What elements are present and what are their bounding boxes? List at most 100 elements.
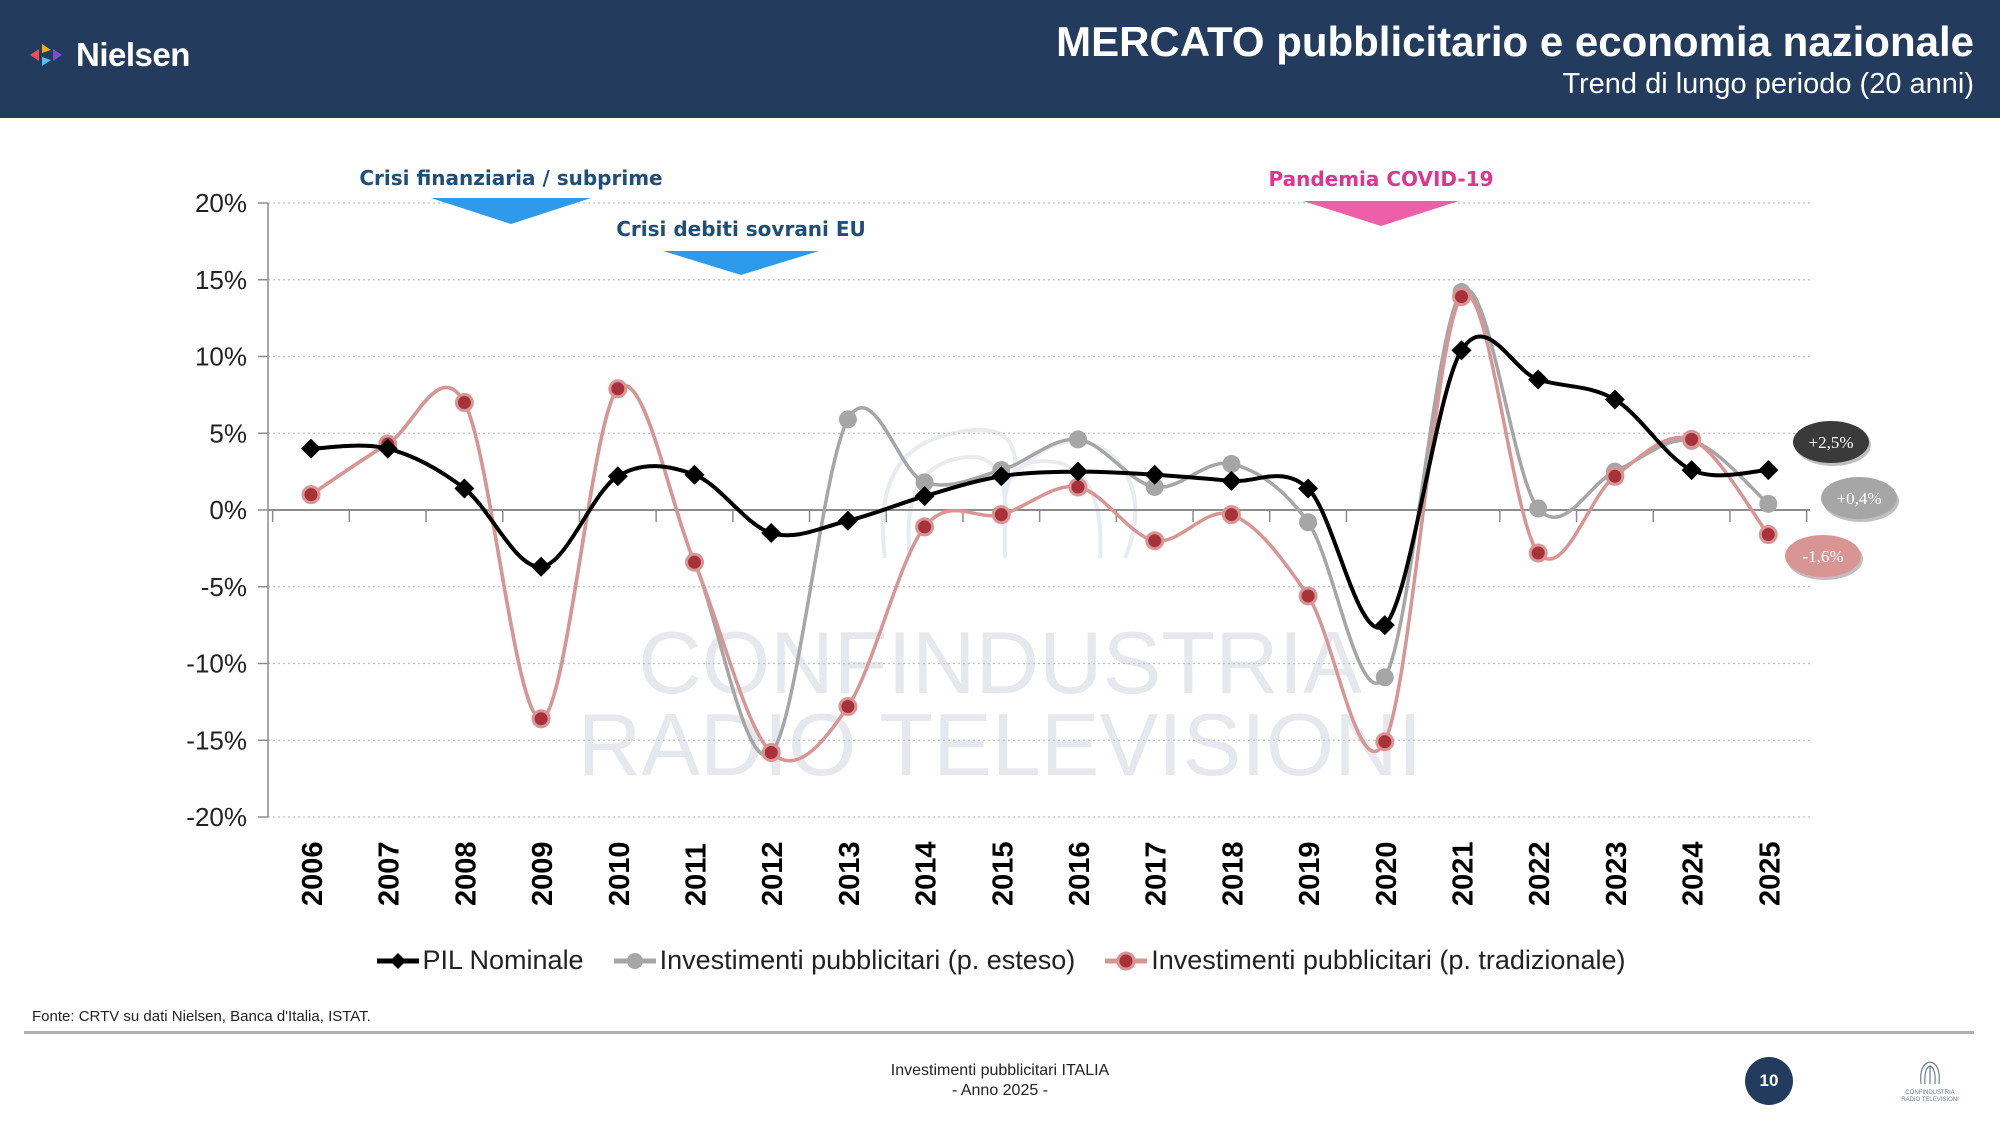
data-point-pil [301, 438, 321, 459]
y-tick-label: -10% [186, 649, 247, 679]
series-line-pil [310, 334, 1769, 630]
data-point-pil [914, 486, 935, 507]
x-tick-label: 2020 [1371, 841, 1403, 906]
data-point-pil [377, 438, 398, 459]
confindustria-logo-icon: CONFINDUSTRIA RADIO TELEVISIONI [1901, 1061, 1959, 1103]
y-tick-label: -20% [186, 802, 247, 832]
data-point-esteso [1529, 499, 1548, 518]
page-number: 10 [1745, 1057, 1793, 1105]
x-tick-label: 2014 [911, 841, 943, 906]
data-point-tradizionale [454, 393, 474, 413]
x-tick-label: 2011 [681, 843, 713, 906]
source-note: Fonte: CRTV su dati Nielsen, Banca d'Ita… [32, 1008, 371, 1025]
nielsen-logo-icon [30, 44, 62, 66]
data-point-tradizionale [1605, 466, 1625, 486]
legend-item-pil: PIL Nominale [375, 945, 584, 976]
data-point-pil [607, 466, 628, 487]
data-point-tradizionale [761, 743, 781, 763]
data-point-tradizionale [1452, 287, 1471, 307]
event-arrow [663, 251, 819, 275]
data-point-tradizionale [1221, 505, 1241, 525]
footer-line-1: Investimenti pubblicitari ITALIA [890, 1062, 1110, 1079]
data-point-esteso [1222, 454, 1241, 473]
data-point-esteso [1299, 513, 1318, 532]
data-point-tradizionale [915, 517, 935, 537]
data-point-pil [1451, 340, 1472, 361]
footer-line-2: - Anno 2025 - [951, 1082, 1049, 1099]
event-label: Crisi finanziaria / subprime [359, 166, 662, 190]
data-point-esteso [1069, 430, 1087, 449]
x-tick-label: 2016 [1064, 841, 1096, 906]
footer-divider [24, 1031, 1974, 1034]
page-title: MERCATO pubblicitario e economia naziona… [1056, 18, 1974, 65]
legend-swatch-tradizionale [1105, 951, 1148, 970]
y-tick-label: -15% [186, 725, 247, 755]
event-label: Pandemia COVID-19 [1268, 167, 1493, 191]
data-point-pil [1604, 389, 1625, 410]
x-tick-label: 2024 [1678, 841, 1710, 906]
watermark-text: RADIO TELEVISIONI [578, 695, 1422, 794]
data-point-esteso [915, 473, 934, 492]
end-label-badge-tradizionale [1785, 535, 1861, 577]
x-tick-label: 2009 [527, 841, 559, 906]
end-label-pil: +2,5% [1809, 433, 1854, 452]
data-point-esteso [1759, 494, 1778, 513]
data-point-pil [1758, 460, 1779, 481]
event-arrow [1303, 201, 1459, 226]
legend-label-tradizionale: Investimenti pubblicitari (p. tradiziona… [1151, 945, 1626, 975]
data-point-pil [837, 510, 858, 531]
x-tick-label: 2006 [297, 841, 329, 906]
data-point-pil [1298, 478, 1319, 499]
x-tick-label: 2007 [374, 841, 406, 906]
end-label-badge-esteso [1821, 477, 1897, 519]
x-tick-label: 2010 [604, 841, 636, 906]
data-point-pil [1144, 464, 1165, 485]
data-point-pil [1681, 460, 1702, 481]
header-bar: Nielsen MERCATO pubblicitario e economia… [0, 0, 2000, 118]
x-tick-label: 2019 [1294, 841, 1326, 906]
data-point-pil [1528, 369, 1549, 390]
data-point-pil [761, 523, 782, 544]
data-point-tradizionale [608, 379, 628, 399]
y-tick-label: 10% [195, 342, 247, 372]
event-arrow [431, 198, 591, 224]
chart-legend: PIL Nominale Investimenti pubblicitari (… [0, 945, 2000, 976]
end-label-tradizionale: -1,6% [1802, 547, 1843, 566]
end-label-esteso: +0,4% [1837, 489, 1882, 508]
nielsen-logo: Nielsen [28, 36, 190, 74]
x-tick-label: 2018 [1217, 841, 1249, 906]
data-point-tradizionale [1758, 525, 1778, 545]
footer-caption: Investimenti pubblicitari ITALIA - Anno … [0, 1061, 2000, 1101]
data-point-tradizionale [1145, 531, 1165, 551]
x-tick-label: 2015 [987, 841, 1019, 906]
data-point-tradizionale [1682, 429, 1702, 449]
data-point-pil [1068, 461, 1088, 482]
data-point-tradizionale [685, 552, 704, 572]
svg-text:RADIO TELEVISIONI: RADIO TELEVISIONI [1901, 1097, 1959, 1103]
data-point-tradizionale [991, 505, 1011, 525]
data-point-pil [684, 464, 705, 485]
series-line-tradizionale [310, 292, 1770, 763]
x-tick-label: 2012 [757, 841, 789, 906]
x-tick-label: 2013 [834, 841, 866, 906]
x-tick-label: 2022 [1524, 841, 1556, 906]
data-point-pil [991, 466, 1012, 487]
legend-item-tradizionale: Investimenti pubblicitari (p. tradiziona… [1103, 945, 1625, 976]
legend-swatch-pil [376, 952, 419, 969]
data-point-pil [1374, 615, 1395, 636]
y-tick-label: 0% [209, 495, 247, 525]
data-point-esteso [1375, 668, 1394, 687]
data-point-tradizionale [1528, 543, 1548, 563]
x-tick-label: 2021 [1448, 841, 1480, 906]
data-point-tradizionale [531, 709, 551, 729]
data-point-tradizionale [301, 485, 321, 505]
x-tick-label: 2023 [1601, 841, 1633, 906]
data-point-tradizionale [1298, 586, 1318, 606]
data-point-tradizionale [838, 696, 858, 716]
y-tick-label: 5% [209, 418, 247, 448]
x-tick-label: 2017 [1141, 841, 1173, 906]
brand-name: Nielsen [76, 36, 190, 73]
data-point-esteso [1145, 477, 1164, 496]
